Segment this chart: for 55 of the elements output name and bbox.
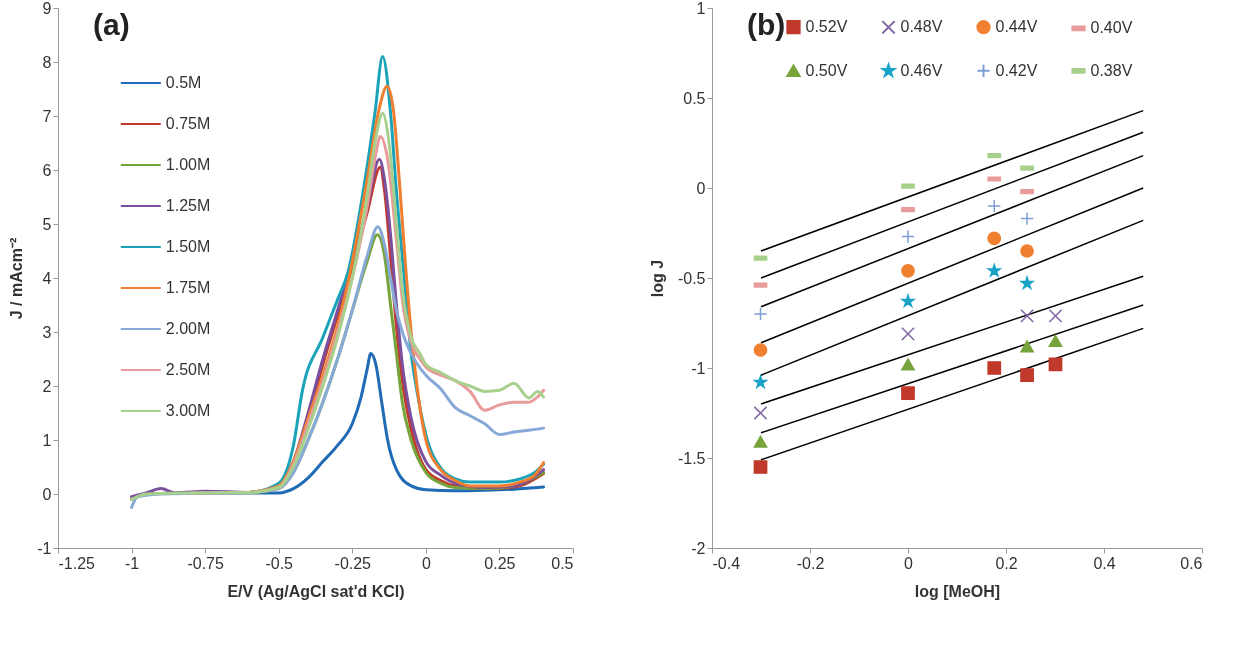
y-tick-label: 0 (42, 485, 52, 503)
x-tick-label: 0.2 (995, 554, 1018, 572)
y-tick-label: 6 (42, 161, 52, 179)
y-tick-label: -0.5 (677, 269, 706, 287)
y-tick-label: 7 (42, 107, 52, 125)
x-tick-label: 0.4 (1093, 554, 1116, 572)
y-tick-label: 3 (42, 323, 52, 341)
legend-label: 1.50M (165, 238, 211, 255)
legend-label: 0.46V (900, 61, 943, 79)
y-axis-title: log J (648, 259, 666, 298)
y-tick-label: 0.5 (683, 89, 706, 107)
y-tick-label: 4 (42, 269, 52, 287)
legend-label: 1.25M (165, 197, 211, 214)
legend-label: 3.00M (165, 402, 211, 419)
legend-label: 0.44V (995, 18, 1038, 36)
x-tick-label: -0.5 (265, 554, 294, 572)
x-tick-label: 0.6 (1180, 554, 1203, 572)
x-tick-label: 0 (904, 554, 914, 572)
x-tick-label: -0.2 (796, 554, 825, 572)
x-tick-label: -0.25 (334, 554, 372, 572)
legend-label: 0.42V (995, 61, 1038, 79)
y-tick-label: -2 (691, 539, 706, 557)
y-axis-title: J / mAcm⁻² (8, 237, 26, 320)
y-tick-label: 1 (696, 0, 706, 17)
x-tick-label: 0 (421, 554, 431, 572)
x-axis-title: E/V (Ag/AgCl sat'd KCl) (227, 582, 405, 600)
x-tick-label: 0.5 (551, 554, 574, 572)
y-tick-label: 0 (696, 179, 706, 197)
legend-label: 2.50M (165, 361, 211, 378)
x-tick-label: 0.25 (484, 554, 516, 572)
legend-label: 1.75M (165, 279, 211, 296)
legend-label: 1.00M (165, 156, 211, 173)
y-tick-label: 8 (42, 53, 52, 71)
legend-label: 0.5M (165, 74, 202, 91)
legend-label: 0.50V (805, 61, 848, 79)
legend-label: 0.40V (1090, 19, 1133, 37)
y-tick-label: -1 (691, 359, 706, 377)
y-tick-label: 9 (42, 0, 52, 17)
y-tick-label: -1 (37, 539, 52, 557)
y-tick-label: 1 (42, 431, 52, 449)
x-tick-label: -1.25 (58, 554, 96, 572)
x-tick-label: -0.4 (712, 554, 741, 572)
y-tick-label: 2 (42, 377, 52, 395)
x-tick-label: -1 (124, 554, 140, 572)
legend-label: 2.00M (165, 320, 211, 337)
legend-label: 0.48V (900, 18, 943, 36)
x-tick-label: -0.75 (187, 554, 224, 572)
legend-label: 0.52V (805, 18, 848, 36)
legend-label: 0.75M (165, 115, 211, 132)
x-axis-title: log [MeOH] (914, 582, 1001, 600)
y-tick-label: -1.5 (677, 449, 706, 467)
chart-title: (b) (747, 8, 786, 41)
chart-title: (a) (93, 8, 130, 41)
legend-label: 0.38V (1090, 61, 1133, 79)
y-tick-label: 5 (42, 215, 52, 233)
